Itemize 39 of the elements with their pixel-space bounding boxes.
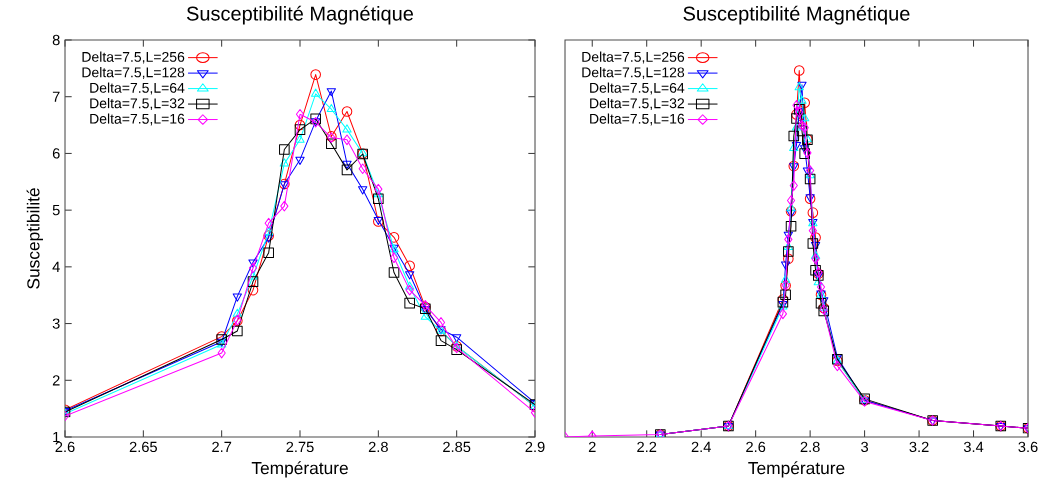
legend-label: Delta=7.5,L=16 <box>90 113 185 126</box>
x-tick-label: 2.8 <box>800 441 820 453</box>
x-tick-label: 3.4 <box>963 441 984 453</box>
x-tick-label: 3.2 <box>909 441 929 453</box>
y-tick-label: 1 <box>53 431 60 443</box>
x-axis-title: Température <box>748 461 845 478</box>
chart-title: Susceptibilité Magnétique <box>186 5 414 25</box>
legend-label: Delta=7.5,L=128 <box>82 67 185 79</box>
y-axis-title: Susceptibilité <box>26 188 43 289</box>
x-tick-label: 2.6 <box>746 441 766 453</box>
legend-label: Delta=7.5,L=128 <box>582 67 685 79</box>
y-tick-label: 6 <box>52 148 60 159</box>
legend-label: Delta=7.5,L=256 <box>582 51 685 64</box>
chart-title: Susceptibilité Magnétique <box>683 5 910 25</box>
legend-label: Delta=7.5,L=64 <box>590 82 685 95</box>
x-tick-label: 3.6 <box>1018 441 1038 453</box>
legend-label: Delta=7.5,L=256 <box>82 51 185 64</box>
legend-label: Delta=7.5,L=16 <box>590 113 685 126</box>
y-tick-label: 4 <box>52 261 60 272</box>
y-tick-label: 3 <box>52 318 60 329</box>
legend-label: Delta=7.5,L=32 <box>590 97 684 110</box>
legend-label: Delta=7.5,L=32 <box>90 97 185 110</box>
x-axis-title: Température <box>251 461 348 478</box>
x-tick-label: 2.7 <box>212 441 232 452</box>
x-tick-label: 2.75 <box>286 441 314 453</box>
legend-label: Delta=7.5,L=64 <box>90 82 185 95</box>
x-tick-label: 2.4 <box>691 441 711 452</box>
y-tick-label: 2 <box>52 375 60 386</box>
x-tick-label: 2.65 <box>129 441 157 453</box>
x-tick-label: 3 <box>861 441 869 453</box>
y-tick-label: 5 <box>52 205 60 216</box>
y-tick-label: 7 <box>52 91 60 102</box>
x-tick-label: 2 <box>588 441 596 452</box>
x-tick-label: 2.9 <box>525 441 545 453</box>
x-tick-label: 2.6 <box>55 441 75 453</box>
y-tick-label: 8 <box>52 34 60 46</box>
x-tick-label: 2.85 <box>443 441 471 453</box>
x-tick-label: 2.8 <box>368 441 388 453</box>
x-tick-label: 2.2 <box>637 441 657 452</box>
